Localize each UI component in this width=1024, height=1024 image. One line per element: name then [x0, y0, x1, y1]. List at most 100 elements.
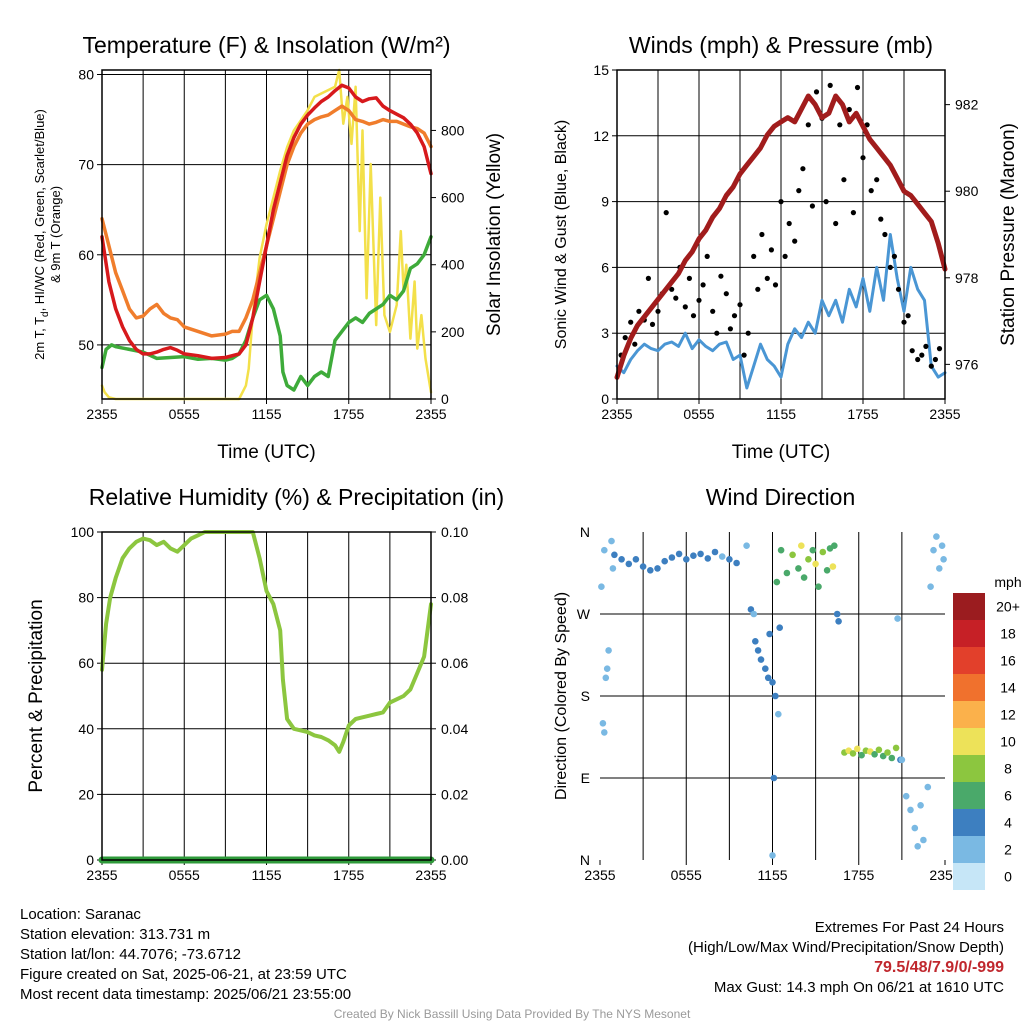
y-axis-label-part: , HI/WC (Red, Green, Scarlet/Blue) [32, 109, 47, 311]
gust-point [751, 253, 757, 259]
gust-point [622, 335, 628, 341]
colorbar-unit: mph [994, 574, 1021, 590]
y2-tick-label: 0.10 [441, 524, 468, 540]
gust-point [645, 275, 652, 281]
wind-direction-point [892, 744, 900, 752]
colorbar-label: 8 [1004, 761, 1012, 777]
colorbar-swatch [953, 728, 985, 755]
gust-point [833, 220, 839, 227]
wind-direction-point [930, 546, 937, 554]
colorbar-swatch [953, 836, 985, 863]
gust-point [923, 343, 929, 349]
colorbar-label: 6 [1004, 788, 1012, 804]
gust-point [669, 286, 675, 292]
gust-point [700, 282, 706, 288]
wind-direction-point [777, 546, 785, 554]
colorbar-swatch [953, 701, 985, 728]
wind-direction-point [683, 556, 690, 563]
x-tick-label: 2355 [929, 867, 960, 883]
wind-direction-point [875, 746, 883, 754]
y2-axis-label: Station Pressure (Maroon) [998, 123, 1019, 346]
wind-direction-point [668, 554, 676, 561]
wind-direction-point [940, 556, 947, 563]
x-axis-label: Time (UTC) [217, 442, 316, 463]
chart-title: Wind Direction [706, 484, 856, 510]
gust-point [901, 319, 907, 325]
chart-title: Temperature (F) & Insolation (W/m²) [82, 32, 450, 58]
gust-point [864, 122, 870, 128]
colorbar-label: 14 [1000, 680, 1016, 696]
plot-border [101, 531, 432, 861]
wind-direction-point [764, 674, 772, 682]
wind-direction-point [835, 618, 842, 625]
y-tick-label: N [580, 524, 590, 540]
y-tick-label: 80 [78, 67, 94, 83]
credit-line: Created By Nick Bassill Using Data Provi… [333, 1007, 691, 1021]
gust-point [891, 253, 898, 259]
x-tick-label: 1755 [333, 867, 364, 883]
x-tick-label: 2355 [86, 406, 117, 422]
wind-direction-point [639, 563, 647, 570]
x-tick-label: 1755 [333, 406, 364, 422]
gust-point [727, 326, 734, 332]
wind-direction-point [675, 550, 683, 558]
gust-point [882, 231, 888, 238]
extremes-values: 79.5/48/7.9/0/-999 [874, 959, 1004, 976]
x-tick-label: 2355 [86, 867, 117, 883]
wind-direction-point [647, 567, 654, 574]
extremes-panel: Extremes For Past 24 Hours (High/Low/Max… [688, 918, 1004, 998]
wind-direction-point [773, 578, 781, 586]
wind-direction-point [602, 674, 610, 682]
gust-point [714, 330, 720, 336]
extremes-subtitle: (High/Low/Max Wind/Precipitation/Snow De… [688, 939, 1004, 956]
y-axis-label-group: Direction (Colored By Speed) [553, 592, 570, 800]
y2-tick-label: 600 [441, 190, 465, 206]
wind-direction-point [795, 565, 802, 572]
wind-direction-point [938, 542, 946, 549]
y2-tick-label: 0.04 [441, 721, 468, 737]
x-tick-label: 1155 [251, 406, 281, 422]
x-tick-label: 0555 [169, 406, 200, 422]
x-tick-label: 0555 [683, 406, 714, 422]
wind-direction-point [854, 745, 861, 753]
y-tick-label: 40 [78, 721, 94, 737]
dewpoint-line [100, 235, 433, 392]
gust-point [878, 216, 884, 222]
gust-point [887, 264, 893, 270]
gust-point [805, 122, 811, 128]
colorbar-label: 0 [1004, 869, 1012, 885]
gust-point [764, 275, 770, 281]
gust-point [868, 188, 874, 194]
y-tick-label: 70 [78, 157, 94, 173]
wind-direction-point [605, 647, 612, 654]
plot-border [616, 69, 946, 400]
gust-point [673, 295, 679, 301]
wind-direction-point [608, 537, 615, 545]
y2-axis-label-group: Station Pressure (Maroon) [998, 123, 1019, 346]
wind-direction-point [654, 565, 661, 572]
colorbar-swatch [953, 782, 985, 809]
x-tick-label: 2355 [601, 406, 632, 422]
colorbar-label: 12 [1000, 707, 1016, 723]
x-tick-label: 0555 [169, 867, 200, 883]
winds-chart: 2355 0555 1155 1755 235503691215976978980982… [553, 32, 1019, 463]
colorbar-swatch [953, 674, 985, 701]
wind-direction-point [743, 542, 750, 549]
y-tick-label: N [580, 852, 590, 868]
gust-point [850, 210, 857, 216]
wind-direction-point [829, 563, 837, 570]
x-tick-label: 1155 [251, 867, 281, 883]
temp-9m-line [100, 104, 433, 338]
colorbar-swatch [953, 593, 985, 620]
max-gust: Max Gust: 14.3 mph On 06/21 at 1610 UTC [713, 979, 1004, 996]
gust-point [813, 89, 820, 95]
y-axis-label-part: 2m T, T [32, 317, 47, 360]
wind-direction-point [898, 756, 906, 764]
colorbar-swatch [953, 647, 985, 674]
gust-point [841, 177, 847, 183]
x-tick-label: 1155 [757, 867, 787, 883]
wind-direction-point [798, 542, 805, 549]
wind-direction-point [927, 583, 934, 590]
y-axis-label-group: 2m T, Td, HI/WC (Red, Green, Scarlet/Blu… [32, 109, 63, 360]
